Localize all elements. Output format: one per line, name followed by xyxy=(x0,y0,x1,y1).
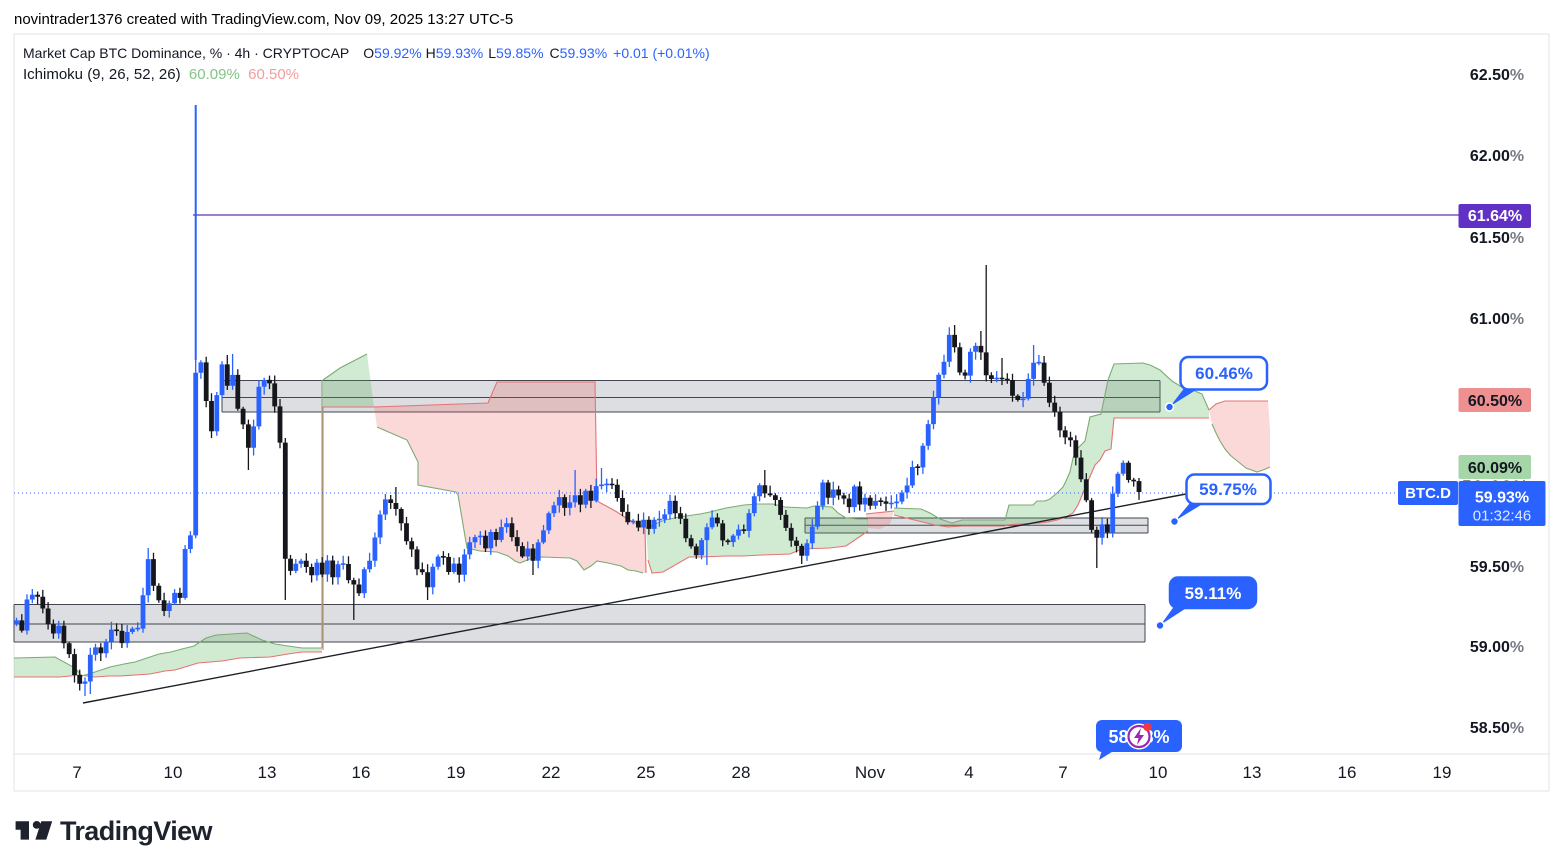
svg-text:novintrader1376 created with T: novintrader1376 created with TradingView… xyxy=(14,11,513,28)
svg-text:Ichimoku (9, 26, 52, 26) 60.0: Ichimoku (9, 26, 52, 26) 60.09% 60.50% xyxy=(23,66,299,83)
svg-text:62.50%: 62.50% xyxy=(1470,67,1524,84)
svg-text:59.50%: 59.50% xyxy=(1470,559,1524,576)
svg-text:7: 7 xyxy=(72,763,81,782)
svg-text:60.09%: 60.09% xyxy=(1468,460,1522,477)
svg-text:BTC.D: BTC.D xyxy=(1405,485,1451,502)
svg-text:61.50%: 61.50% xyxy=(1470,230,1524,247)
svg-text:TradingView: TradingView xyxy=(60,816,214,846)
svg-text:60.50%: 60.50% xyxy=(1468,393,1522,410)
svg-text:4: 4 xyxy=(964,763,973,782)
svg-text:58.50%: 58.50% xyxy=(1470,720,1524,737)
svg-text:16: 16 xyxy=(1338,763,1357,782)
svg-text:60.46%: 60.46% xyxy=(1195,364,1253,383)
svg-text:10: 10 xyxy=(1149,763,1168,782)
svg-text:7: 7 xyxy=(1058,763,1067,782)
svg-text:13: 13 xyxy=(1243,763,1262,782)
svg-text:62.00%: 62.00% xyxy=(1470,148,1524,165)
svg-text:19: 19 xyxy=(447,763,466,782)
svg-text:61.64%: 61.64% xyxy=(1468,208,1522,225)
svg-text:Market Cap BTC Dominance, % ·: Market Cap BTC Dominance, % · 4h · CRYPT… xyxy=(23,45,710,61)
svg-text:59.98%: 59.98% xyxy=(1462,477,1528,496)
svg-text:16: 16 xyxy=(352,763,371,782)
svg-text:59.93%: 59.93% xyxy=(1475,490,1529,507)
svg-text:61.00%: 61.00% xyxy=(1470,311,1524,328)
svg-text:22: 22 xyxy=(542,763,561,782)
svg-text:59.00%: 59.00% xyxy=(1470,639,1524,656)
svg-text:59.11%: 59.11% xyxy=(1185,584,1242,603)
svg-text:Nov: Nov xyxy=(855,763,886,782)
svg-text:59.75%: 59.75% xyxy=(1199,480,1257,499)
svg-text:01:32:46: 01:32:46 xyxy=(1473,508,1531,525)
svg-text:25: 25 xyxy=(637,763,656,782)
svg-text:28: 28 xyxy=(732,763,751,782)
svg-text:13: 13 xyxy=(258,763,277,782)
svg-text:19: 19 xyxy=(1433,763,1452,782)
svg-text:10: 10 xyxy=(164,763,183,782)
